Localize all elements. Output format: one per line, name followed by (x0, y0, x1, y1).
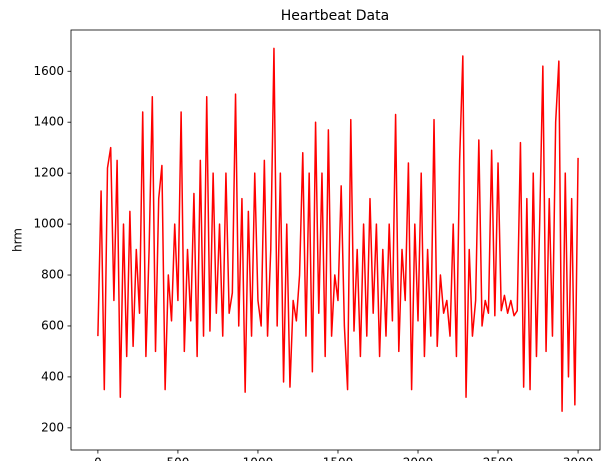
x-tick-label: 2500 (483, 456, 514, 461)
y-tick-label: 1000 (33, 217, 64, 231)
chart-title: Heartbeat Data (281, 8, 389, 24)
plot-frame (70, 29, 601, 451)
y-axis-label: hrm (11, 228, 25, 252)
x-tick-label: 3000 (563, 456, 594, 461)
y-tick-label: 1200 (33, 166, 64, 180)
x-tick-label: 1000 (243, 456, 274, 461)
x-tick-label: 1500 (323, 456, 354, 461)
y-tick-label: 1600 (33, 64, 64, 78)
x-tick-label: 2000 (403, 456, 434, 461)
y-tick-label: 400 (41, 369, 64, 383)
data-line (97, 47, 579, 413)
y-tick-label: 800 (41, 268, 64, 282)
x-tick-label: 0 (94, 456, 102, 461)
y-tick-label: 1400 (33, 115, 64, 129)
y-tick-label: 200 (41, 420, 64, 434)
y-tick-label: 600 (41, 318, 64, 332)
x-tick-label: 500 (166, 456, 189, 461)
